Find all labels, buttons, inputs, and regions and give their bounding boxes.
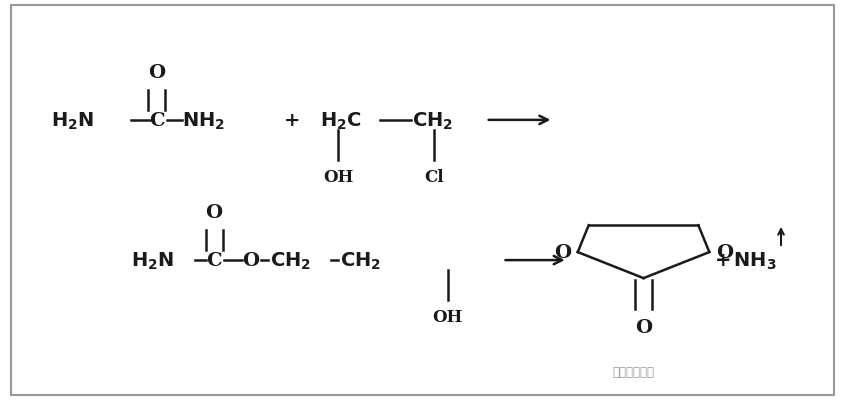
Text: $\mathbf{NH_2}$: $\mathbf{NH_2}$ <box>181 110 225 131</box>
Text: O: O <box>148 64 165 82</box>
Text: $\mathbf{CH_2}$: $\mathbf{CH_2}$ <box>339 250 381 271</box>
Text: +: + <box>283 111 300 130</box>
Text: O: O <box>634 318 652 336</box>
Text: $\mathbf{CH_2}$: $\mathbf{CH_2}$ <box>269 250 311 271</box>
Text: O: O <box>241 251 258 269</box>
Text: 锂电联盟会长: 锂电联盟会长 <box>612 365 653 378</box>
Text: $\mathbf{H_2C}$: $\mathbf{H_2C}$ <box>319 110 361 131</box>
Text: O: O <box>715 243 733 261</box>
Text: $\mathbf{CH_2}$: $\mathbf{CH_2}$ <box>412 110 453 131</box>
Text: O: O <box>205 204 223 222</box>
Text: OH: OH <box>432 308 463 325</box>
Text: $\mathbf{H_2N}$: $\mathbf{H_2N}$ <box>51 110 95 131</box>
Text: C: C <box>206 251 222 269</box>
Text: Cl: Cl <box>424 168 444 186</box>
Text: C: C <box>149 111 165 130</box>
Text: O: O <box>554 243 571 261</box>
Text: $\mathbf{+\,NH_3}$: $\mathbf{+\,NH_3}$ <box>712 250 776 271</box>
Text: OH: OH <box>322 168 353 186</box>
Text: $\mathbf{H_2N}$: $\mathbf{H_2N}$ <box>132 250 175 271</box>
